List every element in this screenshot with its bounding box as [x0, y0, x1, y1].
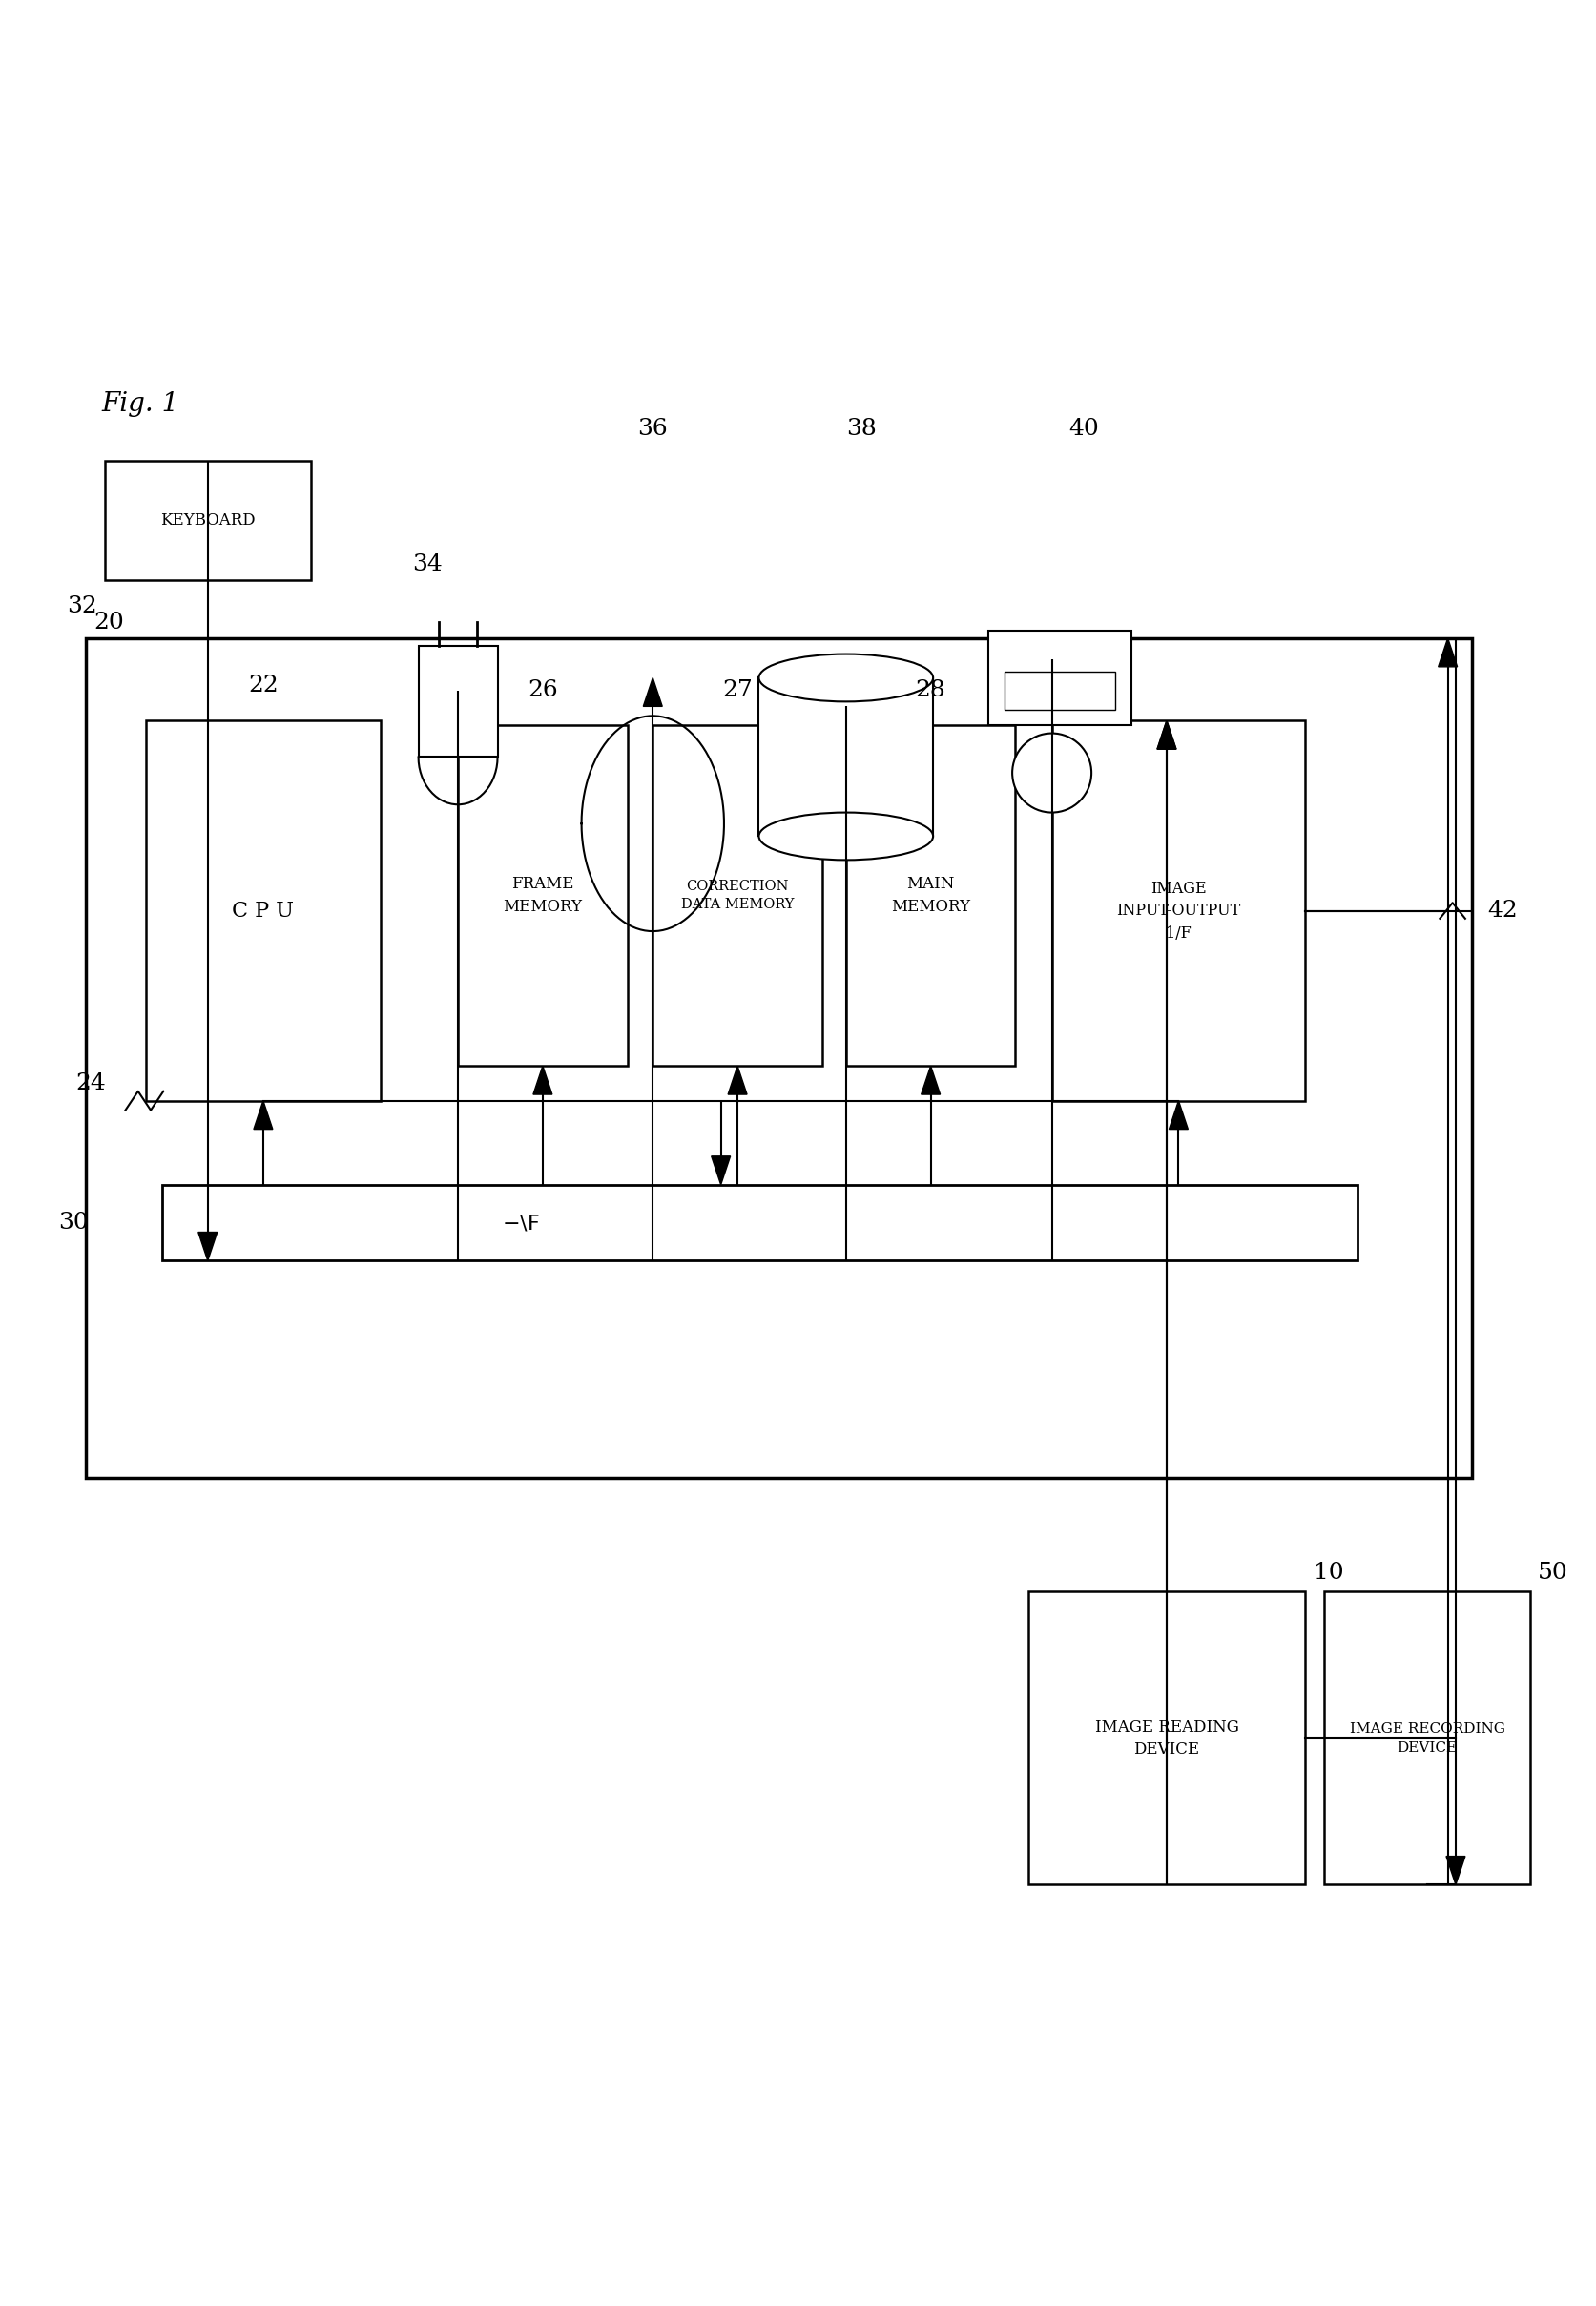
Polygon shape [653, 726, 822, 1065]
Text: 27: 27 [721, 680, 752, 701]
Text: 26: 26 [527, 680, 557, 701]
Polygon shape [728, 1065, 747, 1095]
Polygon shape [1157, 719, 1176, 749]
Text: IMAGE RECORDING
DEVICE: IMAGE RECORDING DEVICE [1349, 1723, 1503, 1755]
Polygon shape [836, 678, 855, 706]
Polygon shape [1028, 1591, 1304, 1884]
Polygon shape [1168, 1100, 1187, 1130]
Text: 50: 50 [1537, 1561, 1567, 1584]
Polygon shape [458, 726, 627, 1065]
Text: 10: 10 [1312, 1561, 1342, 1584]
Polygon shape [145, 719, 380, 1100]
Polygon shape [86, 639, 1470, 1478]
Text: C P U: C P U [231, 899, 294, 920]
Text: 30: 30 [59, 1211, 89, 1234]
Text: MAIN
MEMORY: MAIN MEMORY [891, 876, 970, 915]
Text: 20: 20 [94, 611, 124, 634]
Ellipse shape [758, 812, 932, 860]
Text: 42: 42 [1486, 899, 1516, 922]
Text: CORRECTION
DATA MEMORY: CORRECTION DATA MEMORY [680, 879, 793, 911]
Text: 28: 28 [915, 680, 945, 701]
Polygon shape [846, 726, 1015, 1065]
Polygon shape [448, 662, 468, 689]
Polygon shape [1438, 639, 1457, 666]
Text: 34: 34 [412, 553, 442, 574]
Polygon shape [1157, 719, 1176, 749]
Polygon shape [1052, 719, 1304, 1100]
Polygon shape [161, 1185, 1357, 1261]
Text: Fig. 1: Fig. 1 [102, 390, 179, 417]
Text: IMAGE
INPUT-OUTPUT
1/F: IMAGE INPUT-OUTPUT 1/F [1116, 881, 1240, 941]
Polygon shape [710, 1155, 729, 1185]
Polygon shape [921, 1065, 940, 1095]
Polygon shape [988, 630, 1130, 726]
Polygon shape [254, 1100, 273, 1130]
Text: IMAGE READING
DEVICE: IMAGE READING DEVICE [1095, 1718, 1238, 1757]
Text: FRAME
MEMORY: FRAME MEMORY [503, 876, 583, 915]
Text: 36: 36 [637, 417, 667, 440]
Text: $-\backslash$F: $-\backslash$F [501, 1213, 539, 1234]
Polygon shape [418, 646, 498, 756]
Text: 38: 38 [846, 417, 876, 440]
Text: 24: 24 [77, 1072, 107, 1095]
Text: 32: 32 [67, 595, 97, 618]
Circle shape [1012, 733, 1090, 812]
Polygon shape [1446, 1856, 1465, 1884]
Polygon shape [1004, 671, 1114, 710]
Ellipse shape [758, 655, 932, 701]
Polygon shape [1042, 630, 1061, 660]
Text: KEYBOARD: KEYBOARD [160, 512, 255, 528]
Polygon shape [643, 678, 662, 706]
Text: 22: 22 [247, 676, 278, 696]
Polygon shape [198, 1231, 217, 1261]
Polygon shape [533, 1065, 552, 1095]
Polygon shape [105, 461, 311, 579]
Text: 40: 40 [1068, 417, 1098, 440]
Polygon shape [1323, 1591, 1529, 1884]
Polygon shape [758, 678, 932, 837]
